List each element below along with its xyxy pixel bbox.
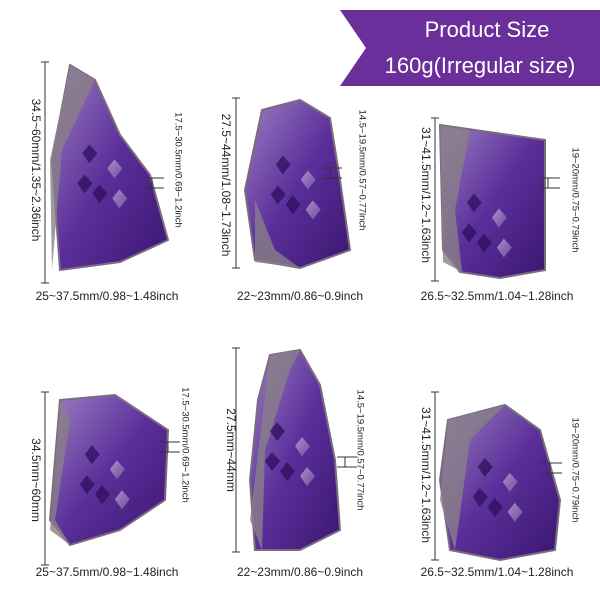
crystal-facet [92,184,108,204]
crystal-facet [275,155,291,175]
crystal-facet [77,174,93,194]
banner-subtitle: 160g(Irregular size) [385,53,576,78]
height-label: 34.5~60mm/1.35~2.36inch [29,99,43,242]
crystal-facet [466,193,482,213]
crystal-facet [82,144,98,164]
width-label: 22~23mm/0.86~0.9inch [237,289,363,303]
crystal-facet [107,159,123,179]
crystal-facet [270,185,286,205]
banner-title: Product Size [425,17,550,42]
crystal-facet [305,200,321,220]
crystal-facet [300,170,316,190]
crystal-facet [300,467,315,487]
crystal-facet [270,422,285,442]
height-label: 27.5~44mm/1.08~1.73inch [219,114,233,257]
width-label: 26.5~32.5mm/1.04~1.28inch [421,289,574,303]
height-label: 31~41.5mm/1.2~1.63inch [419,127,433,263]
crystal-matrix [250,350,300,550]
crystal-facet [265,452,280,472]
crystal-matrix [50,65,95,270]
crystal-facet [477,457,493,477]
crystal-facet [112,189,128,209]
crystal-facet [109,460,125,480]
crystal-facet [472,487,488,507]
height-label: 31~41.5mm/1.2~1.63inch [419,407,433,543]
thickness-label: 14.5~19.5mm/0.57~0.77inch [356,110,367,231]
thickness-label: 19~20mm/0.75~0.79inch [569,417,580,522]
crystal-facet [461,223,477,243]
crystal-facet [476,233,492,253]
crystal-facet [84,445,100,465]
crystal-facet [285,195,301,215]
banner [340,10,600,86]
thickness-marker [337,456,357,468]
width-label: 26.5~32.5mm/1.04~1.28inch [421,565,574,579]
crystal-facet [295,437,310,457]
thickness-label: 14.5~19.5mm/0.57~0.77inch [354,390,365,511]
crystal-matrix [50,400,70,545]
crystal-facet [114,490,130,510]
crystal-facet [502,472,518,492]
thickness-marker [542,462,562,474]
thickness-marker [322,167,342,179]
crystal-matrix [440,405,505,550]
width-label: 25~37.5mm/0.98~1.48inch [36,289,179,303]
thickness-marker [160,441,180,453]
height-label: 27.5mm~44mm [224,408,238,492]
crystal [243,98,352,270]
thickness-label: 19~20mm/0.75~0.79inch [569,147,580,252]
crystal-matrix [255,200,300,268]
crystal-facet [94,485,110,505]
crystal-facet [487,497,503,517]
thickness-label: 17.5~30.5mm/0.69~1.2inch [172,112,183,228]
thickness-marker [540,177,560,189]
width-label: 22~23mm/0.86~0.9inch [237,565,363,579]
height-label: 34.5mm~60mm [29,438,43,522]
crystal-facet [507,502,523,522]
thickness-marker [144,177,164,189]
crystal-facet [496,238,512,258]
crystal-facet [79,475,95,495]
crystal-facet [280,462,295,482]
thickness-label: 17.5~30.5mm/0.69~1.2inch [179,387,190,503]
crystal-facet [491,208,507,228]
crystal-matrix [440,125,470,272]
width-label: 25~37.5mm/0.98~1.48inch [36,565,179,579]
